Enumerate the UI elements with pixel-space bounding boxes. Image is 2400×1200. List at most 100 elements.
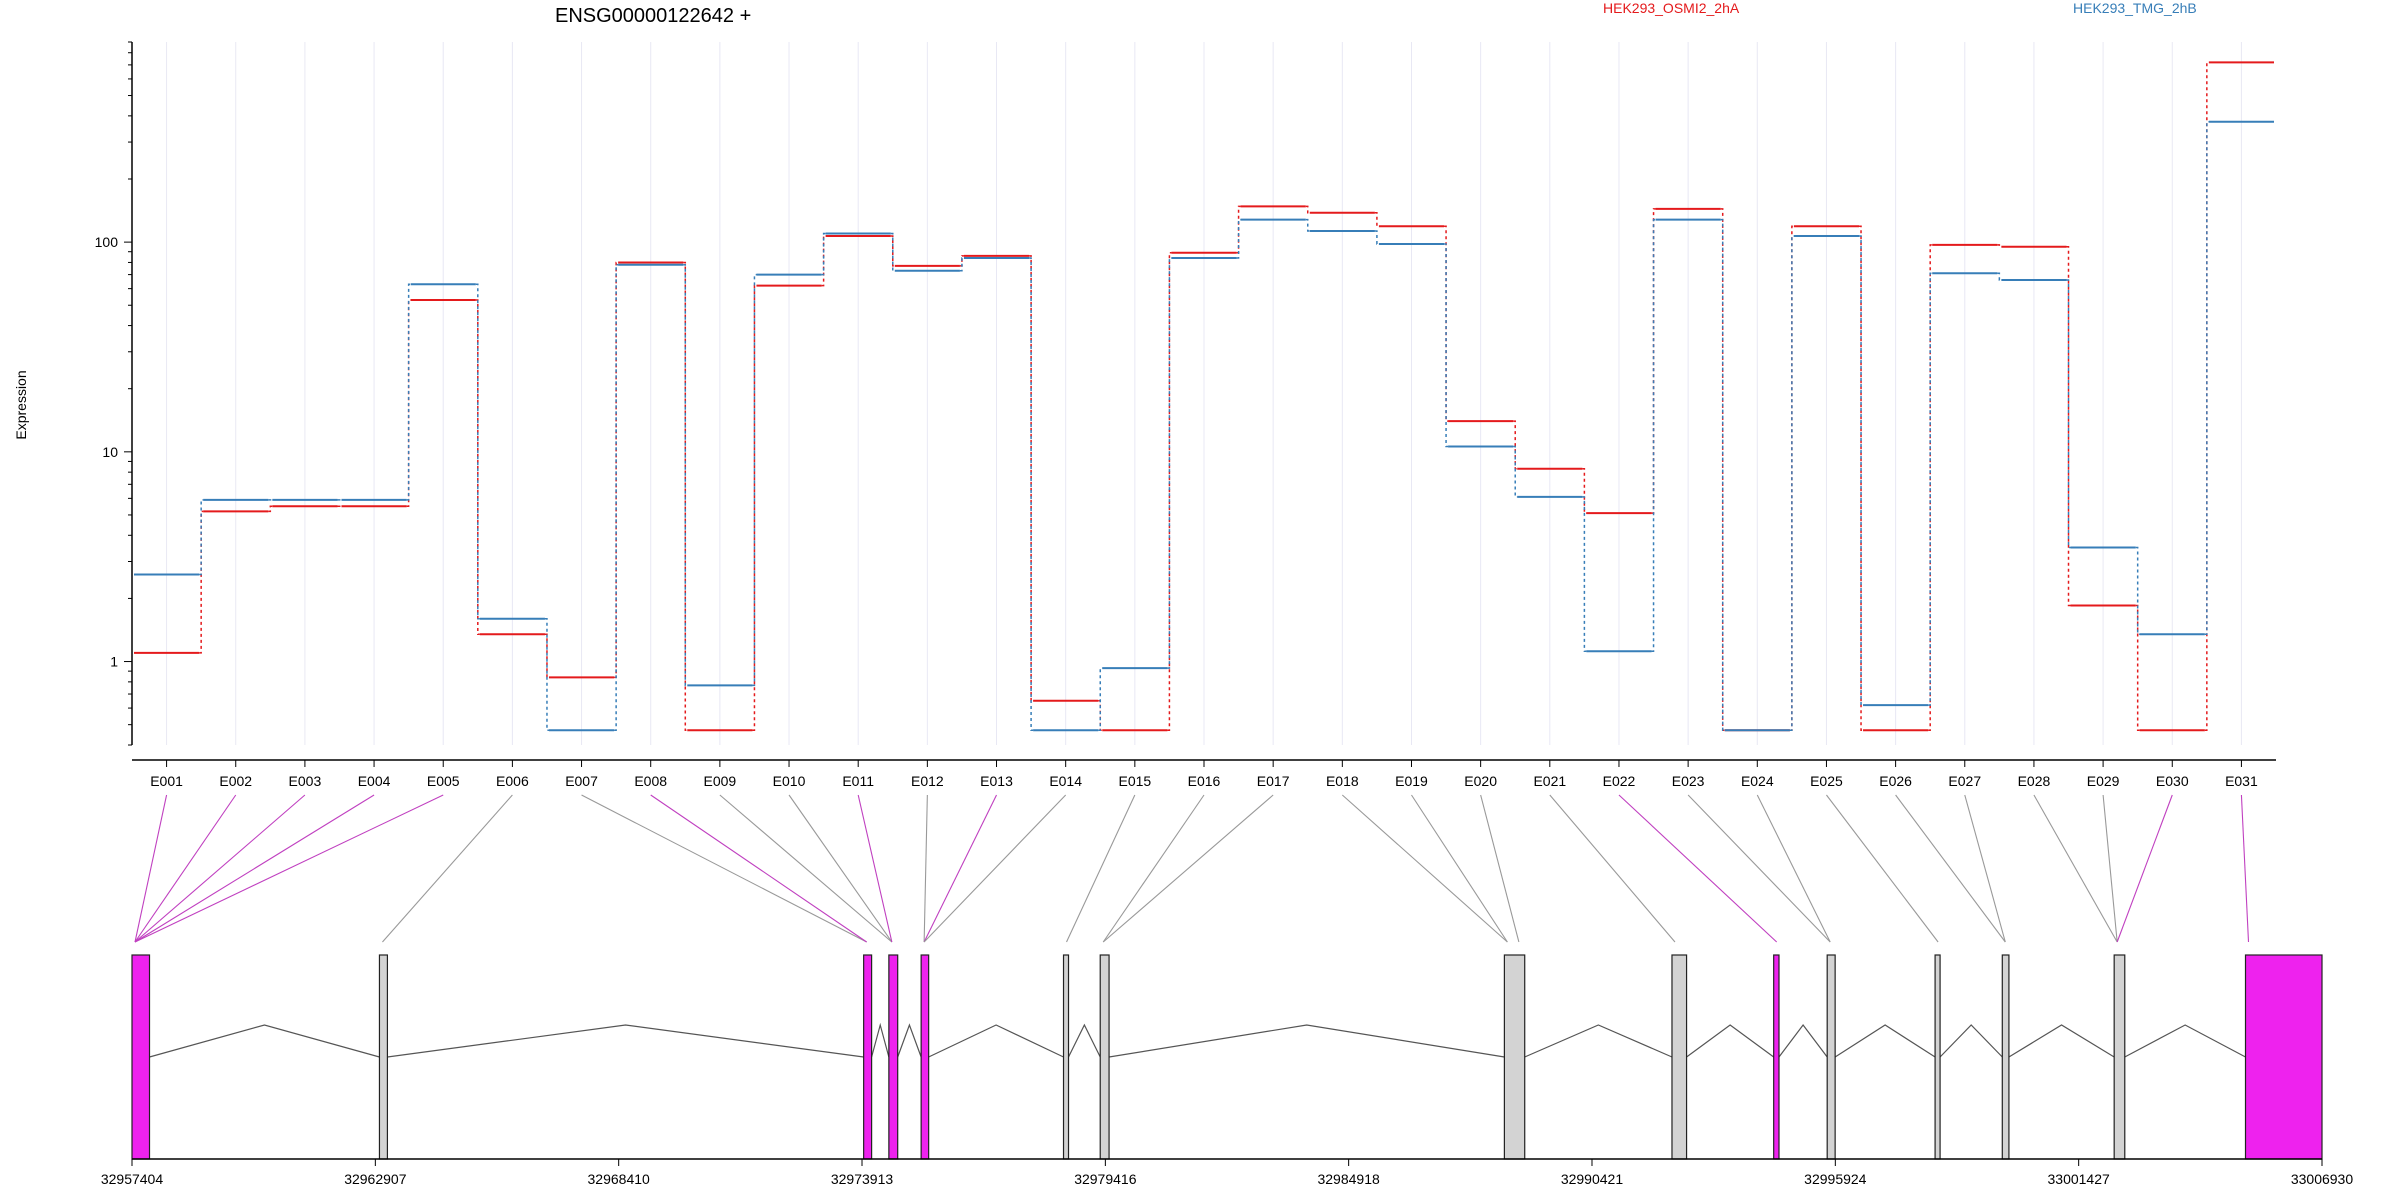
exon-box xyxy=(1099,954,1110,1160)
x-tick-label: E029 xyxy=(2087,773,2120,789)
y-axis-title: Expression xyxy=(13,370,29,439)
exon-connector-line xyxy=(1964,794,2006,943)
y-tick-label: 100 xyxy=(95,234,119,250)
series-connector xyxy=(890,232,895,272)
x-tick-label: E006 xyxy=(496,773,529,789)
exon-connector-line xyxy=(923,794,998,943)
exon-box-highlighted xyxy=(1773,954,1780,1160)
genomic-tick-label: 33006930 xyxy=(2291,1171,2354,1187)
series-connector xyxy=(1444,243,1449,448)
intron-line xyxy=(1524,1024,1673,1058)
series-connector xyxy=(1374,230,1379,245)
series-connector xyxy=(1305,205,1310,214)
series-connector xyxy=(544,617,549,732)
genomic-tick-label: 33001427 xyxy=(2048,1171,2111,1187)
x-tick-label: E004 xyxy=(358,773,391,789)
series-connector xyxy=(475,283,480,620)
series-connector xyxy=(2066,246,2071,607)
series-connector xyxy=(1651,218,1656,652)
exon-box xyxy=(1503,954,1526,1160)
exon-connector-line xyxy=(857,794,893,943)
exon-connector-line xyxy=(581,794,867,943)
intron-line xyxy=(1939,1024,2003,1058)
series-b xyxy=(134,120,2274,732)
x-tick-label: E007 xyxy=(565,773,598,789)
intron-line xyxy=(1686,1024,1775,1058)
exon-connector-line xyxy=(1066,794,1136,943)
exon-box-highlighted xyxy=(131,954,151,1160)
x-tick-label: E011 xyxy=(842,773,874,789)
x-tick-label: E003 xyxy=(289,773,322,789)
series-connector xyxy=(2204,120,2209,635)
gene-model xyxy=(131,954,2323,1160)
x-tick-label: E008 xyxy=(634,773,667,789)
x-tick-label: E031 xyxy=(2225,773,2258,789)
series-connector xyxy=(544,633,549,679)
axes: 1 10 100 xyxy=(95,41,2276,767)
x-tick-label: E001 xyxy=(150,773,183,789)
series-connector xyxy=(475,299,480,635)
exon-connector-line xyxy=(923,794,1067,943)
x-tick-label: E019 xyxy=(1395,773,1428,789)
exon-connector-line xyxy=(1618,794,1778,943)
exon-box xyxy=(1062,954,1070,1160)
series-connector xyxy=(752,284,757,732)
exon-connector-line xyxy=(382,794,513,943)
genomic-tick-label: 32984918 xyxy=(1317,1171,1380,1187)
x-tick-label: E017 xyxy=(1257,773,1290,789)
series-connector xyxy=(268,505,273,513)
series-connector xyxy=(1789,235,1794,732)
series-connector xyxy=(1444,225,1449,422)
intron-line xyxy=(1834,1024,1936,1058)
series-connector xyxy=(1236,218,1241,259)
intron-line xyxy=(2124,1024,2246,1058)
series-connector xyxy=(752,273,757,687)
exon-connector-line xyxy=(1687,794,1831,943)
exon-connector-line xyxy=(1480,794,1520,943)
x-tick-label: E022 xyxy=(1603,773,1636,789)
exon-box-highlighted xyxy=(920,954,930,1160)
intron-line xyxy=(1778,1024,1828,1058)
x-tick-label: E002 xyxy=(219,773,252,789)
exon-connector-line xyxy=(923,794,928,943)
series-connector xyxy=(959,255,964,267)
x-tick-label: E024 xyxy=(1741,773,1774,789)
series-connector xyxy=(199,499,204,576)
grid xyxy=(166,42,2242,745)
x-tick-labels: E001 E002 E003 E004 E005 E006 E007 E008 E009 E010… xyxy=(150,773,2258,789)
genomic-tick-label: 32957404 xyxy=(101,1171,164,1187)
series-connector xyxy=(199,510,204,654)
x-tick-label: E015 xyxy=(1118,773,1151,789)
y-tick-label: 1 xyxy=(110,654,118,670)
x-tick-label: E005 xyxy=(427,773,460,789)
intron-line xyxy=(1108,1024,1505,1058)
exon-box-highlighted xyxy=(2244,954,2323,1160)
series-connector xyxy=(1513,445,1518,498)
genomic-tick-label: 32979416 xyxy=(1074,1171,1137,1187)
intron-line xyxy=(2008,1024,2115,1058)
series-connector xyxy=(406,283,411,501)
exon-connector-line xyxy=(1102,794,1205,943)
series-lines xyxy=(134,61,2274,732)
genomic-tick-label: 32968410 xyxy=(588,1171,651,1187)
x-tick-label: E012 xyxy=(911,773,944,789)
series-connector xyxy=(2135,546,2140,635)
exon-box xyxy=(1826,954,1836,1160)
series-connector xyxy=(1928,272,1933,706)
x-tick-label: E018 xyxy=(1326,773,1359,789)
exon-connector-line xyxy=(134,794,375,943)
exon-connector-line xyxy=(2240,794,2250,943)
exon-connector-line xyxy=(134,794,306,943)
intron-line xyxy=(928,1024,1064,1058)
exon-connector-line xyxy=(134,794,168,943)
series-connector xyxy=(1720,208,1725,732)
exon-box-highlighted xyxy=(888,954,899,1160)
exon-connector-line xyxy=(1341,794,1508,943)
exon-connector-line xyxy=(1102,794,1274,943)
series-connector xyxy=(683,263,688,687)
series-connector xyxy=(2135,604,2140,732)
genomic-axis: 32957404 32962907 32968410 32973913 32979416… xyxy=(101,1158,2354,1187)
exon-connector-line xyxy=(1826,794,1939,943)
x-tick-label: E013 xyxy=(980,773,1013,789)
